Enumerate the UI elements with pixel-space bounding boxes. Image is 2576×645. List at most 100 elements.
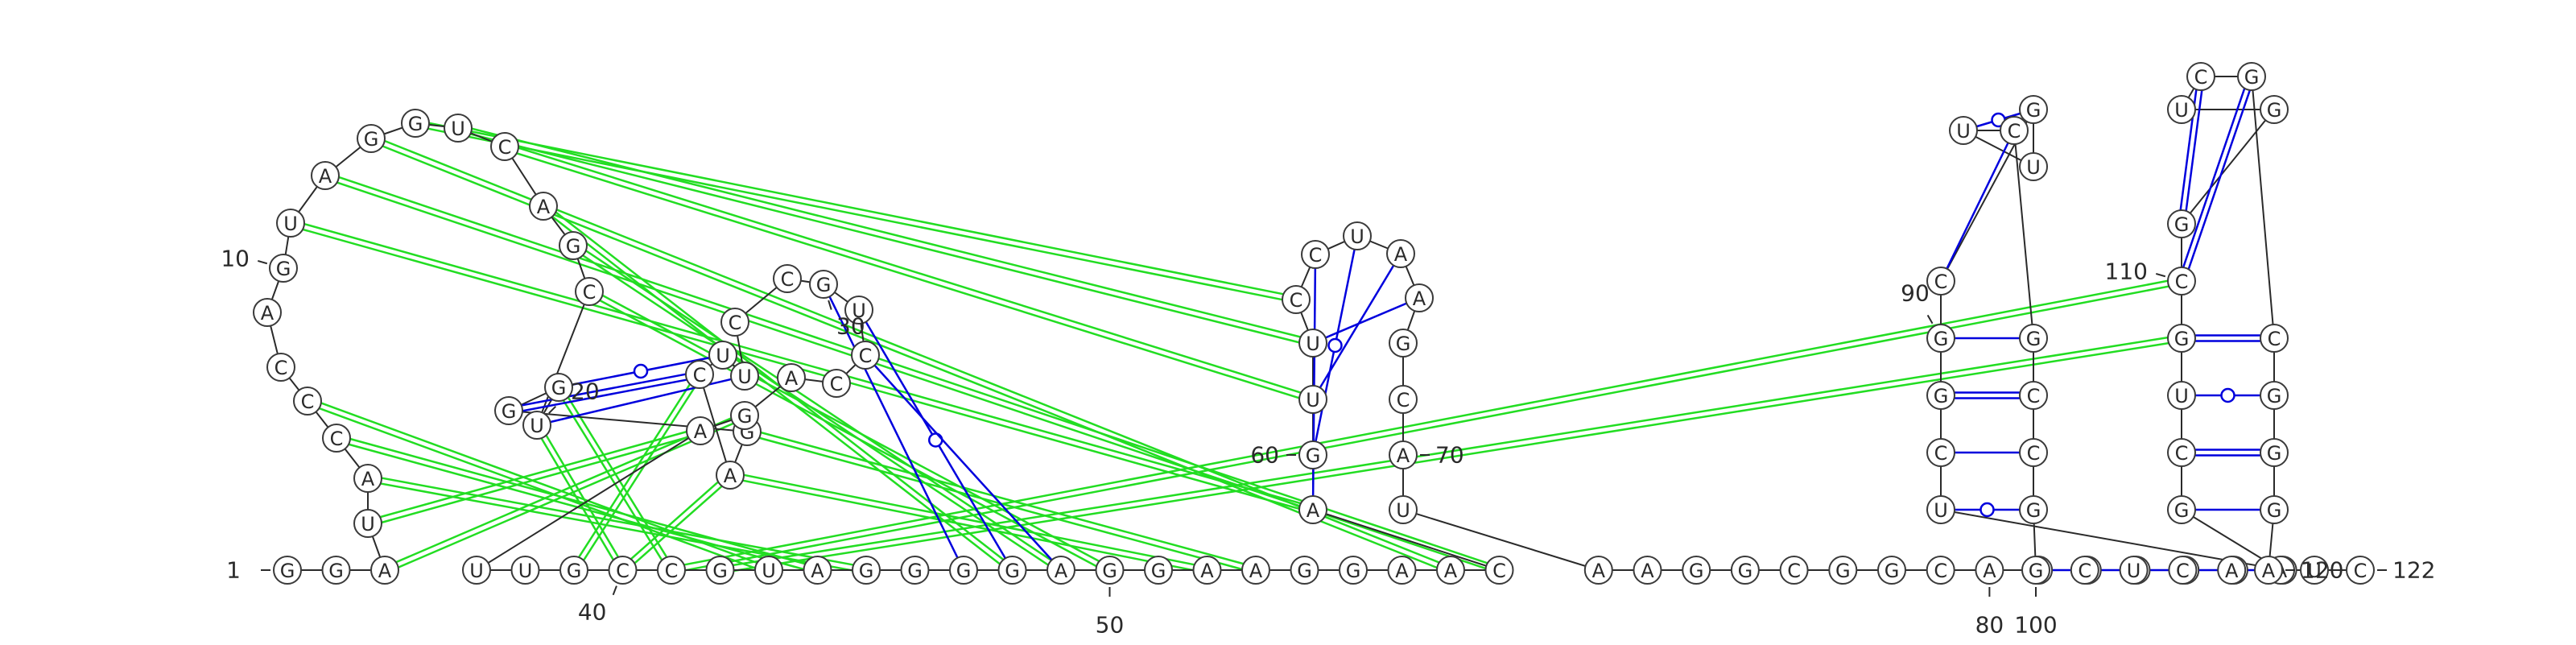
nucleotide-letter: A (1592, 560, 1606, 582)
nucleotide-circle (510, 556, 540, 585)
nucleotide-circle (2167, 267, 2196, 296)
nucleotide: G (1339, 556, 1368, 585)
nucleotide-circle (2019, 438, 2048, 467)
nucleotide-letter: G (907, 560, 923, 582)
nucleotide-circle (730, 401, 759, 430)
wobble-pair-marker (2220, 387, 2235, 403)
nucleotide-circle (2300, 556, 2329, 585)
nucleotide: G (2021, 556, 2050, 585)
nucleotide: G (1682, 556, 1711, 585)
nucleotide: G (2167, 209, 2196, 238)
nucleotide-letter: G (956, 560, 972, 582)
nucleotide: C (773, 264, 802, 293)
base-pair-line (2178, 75, 2250, 281)
position-tick (828, 300, 832, 310)
base-pair-line (2178, 76, 2199, 224)
nucleotide-circle (803, 556, 832, 585)
nucleotide: C (490, 132, 519, 161)
nucleotide-letter: C (616, 560, 630, 582)
position-label: 1 (226, 557, 241, 584)
nucleotide: U (510, 556, 540, 585)
nucleotide-circle (1386, 239, 1415, 268)
base-pair-line (1311, 253, 1402, 400)
nucleotide: C (851, 341, 880, 370)
nucleotide: A (2217, 556, 2247, 585)
pseudoknot-pair-line (720, 340, 2182, 574)
pseudoknot-pair-line (368, 432, 702, 527)
pseudoknot-pair-line (538, 423, 626, 569)
base-pair-line (1311, 254, 1317, 511)
nucleotide: A (1436, 556, 1465, 585)
pseudoknot-pair-line (620, 472, 729, 569)
nucleotide: A (1298, 495, 1327, 524)
nucleotide: A (1387, 556, 1417, 585)
nucleotide: C (608, 556, 638, 585)
nucleotide-circle (2237, 62, 2266, 91)
nucleotide: U (2300, 556, 2329, 585)
nucleotide: U (1926, 495, 1955, 524)
pseudoknot-pair-line (747, 428, 1257, 569)
nucleotide-letter: C (1397, 389, 1410, 411)
nucleotide-letter: G (712, 560, 728, 582)
nucleotide-letter: U (2307, 560, 2322, 582)
nucleotide-letter: G (737, 405, 753, 428)
nucleotide-letter: G (502, 400, 517, 423)
base-pair-line (865, 354, 1062, 571)
nucleotide-letter: A (1983, 560, 1996, 582)
position-label: 120 (2301, 557, 2343, 584)
backbone-segment (476, 430, 701, 571)
nucleotide: U (444, 114, 473, 143)
nucleotide-circle (1298, 440, 1327, 469)
nucleotide: C (1389, 385, 1418, 414)
nucleotide-circle (2019, 381, 2048, 410)
nucleotide-letter: U (1956, 120, 1971, 143)
nucleotide: G (494, 396, 523, 425)
nucleotide-circle (357, 124, 386, 153)
nucleotide-letter: A (1641, 560, 1654, 582)
nucleotide: C (2167, 267, 2196, 296)
nucleotide-circle (1926, 324, 1955, 353)
nucleotide-letter: G (2026, 328, 2041, 350)
nucleotide-letter: A (1394, 243, 1408, 266)
nucleotide: C (266, 353, 295, 382)
position-label: 100 (2014, 612, 2057, 639)
nucleotide-letter: A (378, 560, 392, 582)
nucleotide-letter: U (530, 415, 544, 437)
pseudoknot-pair-line (671, 277, 2182, 569)
nucleotide-circle (686, 416, 715, 445)
nucleotide-circle (2217, 556, 2247, 585)
position-label: 60 (1250, 442, 1279, 469)
nucleotide: C (2019, 438, 2048, 467)
nucleotide-circle (266, 353, 295, 382)
nucleotide-letter: A (1055, 560, 1068, 582)
nucleotide: C (657, 556, 686, 585)
nucleotide-circle (2260, 495, 2289, 524)
nucleotide-circle (730, 362, 759, 391)
pseudoknot-pair-line (533, 426, 621, 573)
base-pair-lines (508, 75, 2283, 572)
nucleotide-circle (273, 556, 302, 585)
base-pair-line (509, 376, 700, 415)
pseudoknot-pair-line (729, 477, 1208, 574)
backbone-segment (1402, 509, 1600, 571)
nucleotide: G (2019, 95, 2048, 124)
nucleotide-circle (253, 298, 282, 327)
nucleotide: A (1241, 556, 1270, 585)
nucleotide-circle (2070, 556, 2099, 585)
nucleotide-letter: C (1309, 244, 1323, 267)
base-pair-line (1939, 130, 2016, 282)
nucleotide-letter: G (1689, 560, 1704, 582)
nucleotide-letter: C (2176, 560, 2190, 582)
nucleotide-letter: G (816, 274, 832, 296)
nucleotide: C (720, 308, 749, 337)
nucleotide-letter: U (451, 118, 465, 140)
nucleotide-circle (462, 556, 491, 585)
nucleotide-circle (2167, 381, 2196, 410)
nucleotide-letter: G (567, 560, 582, 582)
nucleotide-circle (1484, 556, 1514, 585)
nucleotide: A (1386, 239, 1415, 268)
nucleotide-circle (2186, 62, 2215, 91)
position-label: 80 (1975, 612, 2004, 639)
nucleotide-circle (1926, 438, 1955, 467)
nucleotide: G (2260, 438, 2289, 467)
